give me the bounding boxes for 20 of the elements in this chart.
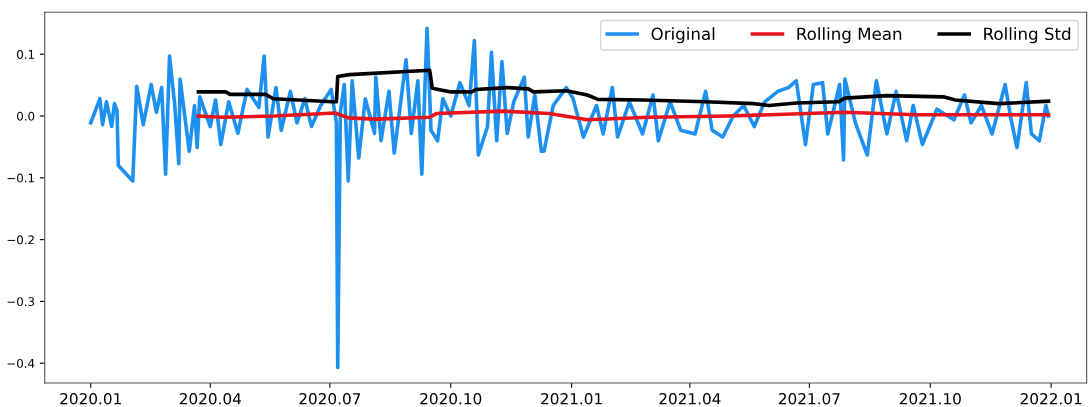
x-tick-label: 2021.07 bbox=[778, 392, 840, 405]
legend-label: Rolling Mean bbox=[797, 27, 902, 44]
line-series bbox=[196, 68, 1051, 108]
legend-label: Original bbox=[651, 27, 715, 44]
x-tick-label: 2020.04 bbox=[179, 392, 242, 405]
x-tick-label: 2022.01 bbox=[1020, 392, 1082, 405]
x-tick-label: 2021.01 bbox=[541, 392, 602, 405]
y-tick-label: 0.1 bbox=[17, 49, 34, 59]
x-tick-label: 2021.10 bbox=[899, 392, 961, 405]
y-tick-label: −0.2 bbox=[7, 235, 34, 245]
y-tick-label: −0.1 bbox=[7, 173, 34, 183]
legend-label: Rolling Std bbox=[984, 27, 1071, 44]
x-tick-label: 2020.01 bbox=[60, 392, 121, 405]
x-tick-label: 2020.07 bbox=[299, 392, 361, 405]
y-tick-label: 0.0 bbox=[17, 111, 35, 121]
y-tick-label: −0.3 bbox=[7, 297, 35, 307]
x-tick-label: 2020.10 bbox=[420, 392, 482, 405]
x-tick-label: 2021.04 bbox=[659, 392, 721, 405]
y-tick-label: −0.4 bbox=[7, 358, 35, 368]
line-series bbox=[196, 109, 1051, 122]
